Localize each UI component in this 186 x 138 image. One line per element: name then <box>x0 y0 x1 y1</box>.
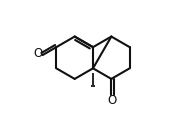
Text: O: O <box>33 47 42 59</box>
Text: O: O <box>107 94 117 107</box>
